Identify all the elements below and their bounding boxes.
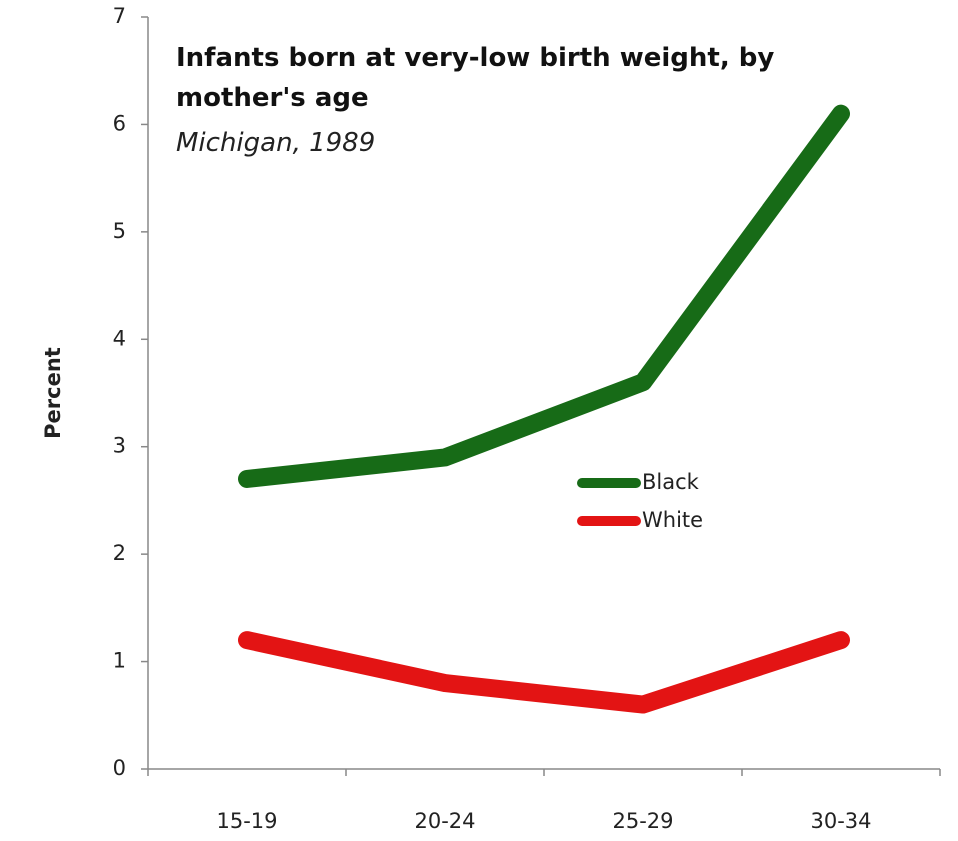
y-tick-label: 6 bbox=[113, 111, 126, 135]
y-axis-label: Percent bbox=[41, 347, 65, 439]
chart-title: Infants born at very-low birth weight, b… bbox=[176, 43, 775, 113]
series-line bbox=[238, 104, 850, 488]
series-line bbox=[238, 631, 850, 714]
y-tick-label: 5 bbox=[113, 219, 126, 243]
y-tick-label: 2 bbox=[113, 541, 126, 565]
chart-subtitle: Michigan, 1989 bbox=[176, 128, 376, 158]
legend-label: White bbox=[642, 508, 703, 532]
x-tick-label: 20-24 bbox=[414, 809, 475, 833]
y-tick-label: 7 bbox=[113, 4, 126, 28]
x-tick-label: 15-19 bbox=[216, 809, 277, 833]
legend-label: Black bbox=[642, 470, 700, 494]
y-tick-label: 1 bbox=[113, 649, 126, 673]
y-tick-label: 3 bbox=[113, 434, 126, 458]
y-tick-label: 0 bbox=[113, 756, 126, 780]
x-tick-label: 30-34 bbox=[810, 809, 871, 833]
x-tick-label: 25-29 bbox=[612, 809, 673, 833]
y-tick-label: 4 bbox=[113, 326, 126, 350]
